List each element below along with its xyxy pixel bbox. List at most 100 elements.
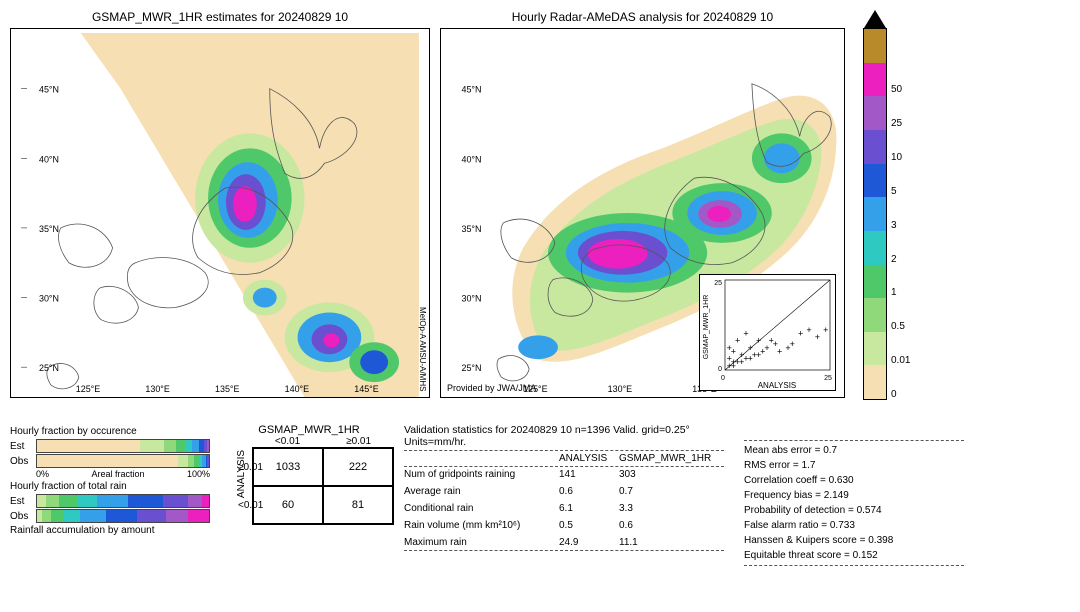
- scatter-point: +: [798, 328, 803, 338]
- tot-obs-bar: [36, 509, 210, 523]
- stats-block: Validation statistics for 20240829 10 n=…: [404, 424, 1070, 568]
- frac-seg: [77, 495, 98, 507]
- stats-cell: 141: [559, 469, 619, 480]
- fraction-block: Hourly fraction by occurence Est Obs 0%A…: [10, 424, 210, 568]
- scatter-point: +: [777, 346, 782, 356]
- left-map-block: GSMAP_MWR_1HR estimates for 20240829 10: [10, 10, 430, 416]
- cont-cell-10: 60: [253, 486, 323, 524]
- right-map-title: Hourly Radar-AMeDAS analysis for 2024082…: [440, 10, 845, 24]
- svg-text:25: 25: [714, 280, 722, 287]
- left-map-title: GSMAP_MWR_1HR estimates for 20240829 10: [10, 10, 430, 24]
- axis-center: Areal fraction: [91, 469, 144, 479]
- cont-cell-11: 81: [323, 486, 393, 524]
- stats-cell: 6.1: [559, 503, 619, 514]
- dash-line-3: [404, 550, 724, 551]
- bottom-row: Hourly fraction by occurence Est Obs 0%A…: [10, 424, 1070, 568]
- frac-seg: [128, 495, 162, 507]
- cont-cell-00: 1033: [253, 448, 323, 486]
- est-label-2: Est: [10, 496, 36, 507]
- dash-line-2: [404, 466, 724, 467]
- occ-est-bar: [36, 439, 210, 453]
- svg-text:35°N: 35°N: [461, 224, 481, 234]
- frac-seg: [140, 440, 164, 452]
- colorbar-label: 2: [891, 231, 910, 265]
- scatter-point: +: [748, 343, 753, 353]
- scatter-inset: ++++++++++++++++++++++++++++ 0 25 0 25 A…: [699, 274, 836, 391]
- frac-seg: [51, 510, 63, 522]
- colorbar-label: 50: [891, 62, 910, 96]
- frac-seg: [37, 495, 46, 507]
- obs-label: Obs: [10, 456, 36, 467]
- scatter-point: +: [806, 325, 811, 335]
- stats-cell: Rain volume (mm km²10⁶): [404, 520, 559, 531]
- cont-title: GSMAP_MWR_1HR: [224, 424, 394, 436]
- obs-label-2: Obs: [10, 511, 36, 522]
- stats-metric: Probability of detection = 0.574: [744, 505, 964, 516]
- tot-est-bar: [36, 494, 210, 508]
- frac-seg: [42, 510, 51, 522]
- axis-right: 100%: [187, 469, 210, 479]
- left-map-svg: 45°N40°N35°N30°N25°N 125°E130°E135°E140°…: [11, 29, 429, 397]
- occ-obs-bar: [36, 454, 210, 468]
- frac-seg: [185, 440, 192, 452]
- colorbar-label: 0.01: [891, 332, 910, 366]
- est-label: Est: [10, 441, 36, 452]
- stats-metric: Hanssen & Kuipers score = 0.398: [744, 535, 964, 546]
- stats-cell: 303: [619, 469, 709, 480]
- svg-text:0: 0: [721, 375, 725, 382]
- stats-col-a: ANALYSIS: [559, 453, 619, 464]
- colorbar-label: 1: [891, 265, 910, 299]
- scatter-xlabel: ANALYSIS: [758, 381, 797, 390]
- colorbar-seg: [864, 332, 886, 366]
- scatter-point: +: [735, 336, 740, 346]
- frac-seg: [178, 455, 188, 467]
- scatter-ylabel: GSMAP_MWR_1HR: [703, 295, 710, 360]
- colorbar-seg: [864, 197, 886, 231]
- frac-seg: [97, 495, 128, 507]
- stats-metric: False alarm ratio = 0.733: [744, 520, 964, 531]
- stats-cell: Num of gridpoints raining: [404, 469, 559, 480]
- stats-cell: 24.9: [559, 537, 619, 548]
- scatter-point: +: [731, 357, 736, 367]
- colorbar-seg: [864, 63, 886, 97]
- frac-seg: [192, 440, 199, 452]
- frac-seg: [37, 440, 140, 452]
- svg-text:0: 0: [718, 366, 722, 373]
- frac-seg: [63, 510, 80, 522]
- scatter-point: +: [756, 336, 761, 346]
- stats-metric: Frequency bias = 2.149: [744, 490, 964, 501]
- top-row: GSMAP_MWR_1HR estimates for 20240829 10: [10, 10, 1070, 416]
- frac-seg: [166, 510, 188, 522]
- accum-title: Rainfall accumulation by amount: [10, 525, 210, 536]
- frac-seg: [188, 495, 202, 507]
- stats-header: Validation statistics for 20240829 10 n=…: [404, 424, 724, 448]
- colorbar-seg: [864, 164, 886, 198]
- frac-seg: [202, 495, 209, 507]
- stats-metric: Equitable threat score = 0.152: [744, 550, 964, 561]
- svg-text:25°N: 25°N: [39, 363, 59, 373]
- frac-seg: [164, 440, 176, 452]
- svg-text:30°N: 30°N: [39, 294, 59, 304]
- colorbar-label: 5: [891, 163, 910, 197]
- stats-cell: 0.7: [619, 486, 709, 497]
- attribution: Provided by JWA/JMA: [447, 383, 536, 393]
- frac-seg: [176, 440, 185, 452]
- colorbar-seg: [864, 231, 886, 265]
- occ-title: Hourly fraction by occurence: [10, 426, 210, 437]
- svg-text:145°E: 145°E: [354, 384, 378, 394]
- svg-text:40°N: 40°N: [461, 154, 481, 164]
- stats-cell: 3.3: [619, 503, 709, 514]
- frac-seg: [80, 510, 106, 522]
- svg-text:45°N: 45°N: [461, 85, 481, 95]
- instrument-label: MetOp-A AMSU-A/MHS: [418, 307, 427, 391]
- svg-text:130°E: 130°E: [608, 384, 632, 394]
- colorbar-seg: [864, 29, 886, 63]
- stats-col-b: GSMAP_MWR_1HR: [619, 453, 709, 464]
- svg-text:25: 25: [824, 375, 832, 382]
- cont-cell-01: 222: [323, 448, 393, 486]
- stats-cell: Maximum rain: [404, 537, 559, 548]
- cont-col0: <0.01: [275, 436, 300, 447]
- svg-text:135°E: 135°E: [215, 384, 239, 394]
- tot-title: Hourly fraction of total rain: [10, 481, 210, 492]
- frac-seg: [163, 495, 189, 507]
